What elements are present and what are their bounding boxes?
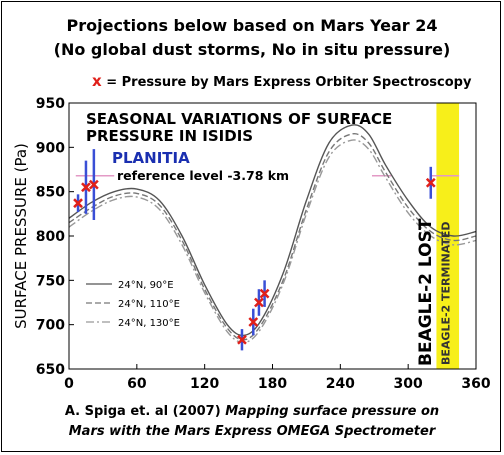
- caption-line-1: A. Spiga et. al (2007) Mapping surface p…: [0, 404, 504, 419]
- header-line-2: (No global dust storms, No in situ press…: [53, 40, 451, 59]
- y-tick-label-4: 850: [36, 185, 65, 201]
- observation-x-stroke-b: [88, 179, 99, 190]
- chart-title-line-3: PLANITIA: [112, 149, 190, 167]
- observation-x-stroke-b: [254, 297, 264, 308]
- y-tick-label-3: 800: [36, 229, 65, 245]
- beagle-lost-label: BEAGLE-2 LOST: [416, 218, 436, 366]
- observation-point-4: [248, 317, 259, 327]
- series-line-0: [68, 124, 477, 337]
- observation-x-stroke-b: [73, 198, 83, 209]
- header-line-1: Projections below based on Mars Year 24: [66, 16, 438, 35]
- x-tick-label-0: 0: [64, 376, 74, 392]
- observation-x-stroke-b: [425, 177, 436, 188]
- caption-title-part-2: Mars with the Mars Express OMEGA Spectro…: [68, 424, 436, 439]
- y-tick-label-6: 950: [36, 96, 65, 112]
- x-tick-label-6: 360: [461, 376, 490, 392]
- observation-point-5: [254, 297, 264, 308]
- beagle-terminated-label: BEAGLE-2 TERMINATED: [439, 221, 452, 365]
- x-tick-label-5: 300: [394, 376, 423, 392]
- chart-title-line-2: PRESSURE IN ISIDIS: [86, 127, 253, 145]
- observation-point-7: [425, 177, 436, 188]
- y-axis-label: SURFACE PRESSURE (Pa): [12, 143, 30, 329]
- caption-citation: A. Spiga et. al (2007): [64, 404, 226, 419]
- observation-point-1: [81, 182, 91, 193]
- observation-legend-note: x = Pressure by Mars Express Orbiter Spe…: [92, 72, 471, 90]
- observation-point-2: [88, 179, 99, 190]
- y-tick-label-5: 900: [36, 140, 65, 156]
- x-tick-label-1: 60: [127, 376, 147, 392]
- caption-line-2: Mars with the Mars Express OMEGA Spectro…: [0, 424, 504, 439]
- observation-point-3: [237, 334, 247, 345]
- observation-x-stroke-b: [81, 182, 91, 193]
- observation-point-6: [259, 288, 270, 299]
- observation-point-0: [73, 198, 83, 209]
- x-tick-label-3: 180: [258, 376, 287, 392]
- legend-label-0: 24°N, 90°E: [118, 280, 174, 291]
- observation-x-stroke-b: [259, 288, 270, 299]
- chart-subtitle: reference level -3.78 km: [117, 168, 289, 183]
- observation-legend-text: = Pressure by Mars Express Orbiter Spect…: [101, 75, 472, 90]
- observation-marker-icon: x: [92, 72, 102, 90]
- chart-title-line-1: SEASONAL VARIATIONS OF SURFACE: [86, 110, 392, 128]
- caption-title-part-1: Mapping surface pressure on: [225, 404, 440, 419]
- x-tick-label-4: 240: [326, 376, 355, 392]
- y-tick-label-0: 650: [36, 362, 65, 378]
- y-tick-label-2: 750: [36, 273, 65, 289]
- x-tick-label-2: 120: [190, 376, 219, 392]
- series-line-1: [68, 133, 477, 341]
- y-tick-label-1: 700: [36, 318, 65, 334]
- legend-label-1: 24°N, 110°E: [118, 299, 180, 310]
- legend-label-2: 24°N, 130°E: [118, 318, 180, 329]
- observation-x-stroke-b: [237, 334, 247, 345]
- observation-x-stroke-b: [248, 317, 259, 327]
- terminated-band: [436, 103, 460, 369]
